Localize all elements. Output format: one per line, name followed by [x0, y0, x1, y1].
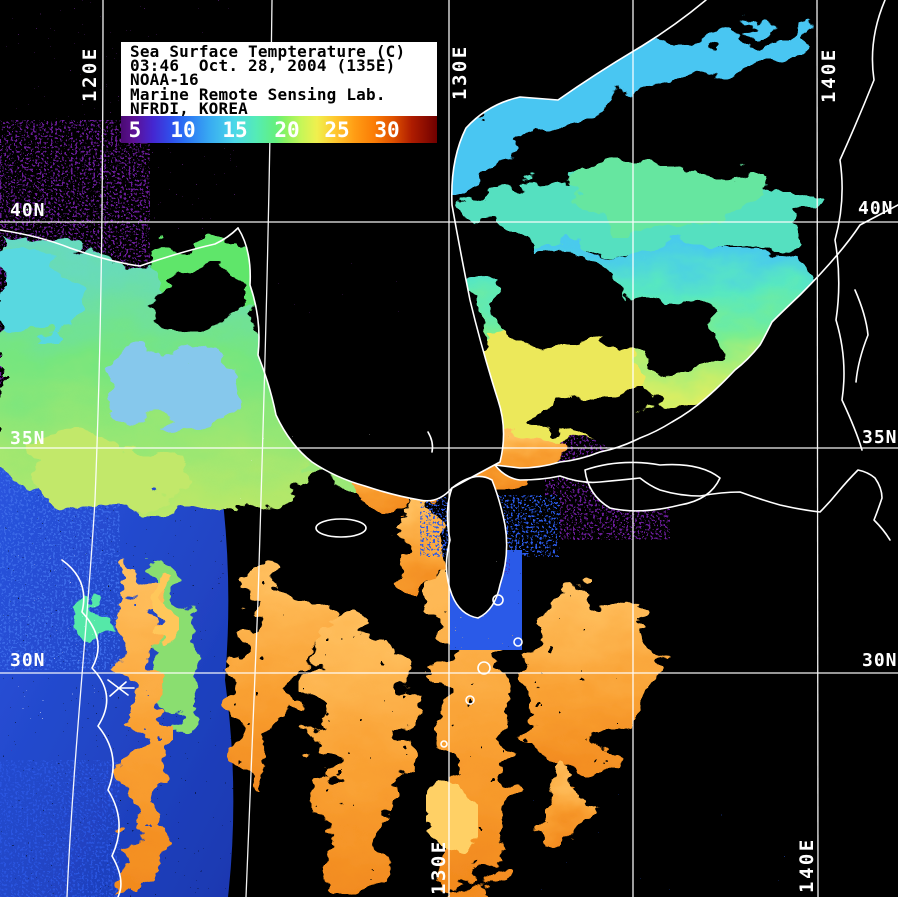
island-4: [465, 695, 475, 705]
colorbar-tick-30: 30: [374, 118, 400, 142]
colorbar-tick-20: 20: [274, 118, 300, 142]
label-130e-bottom: 130E: [428, 839, 450, 895]
legend-satellite: NOAA-16: [130, 70, 199, 90]
island-3: [477, 661, 491, 675]
legend-title: Sea Surface Tempterature (C): [130, 42, 406, 61]
legend-lab: Marine Remote Sensing Lab.: [130, 84, 386, 104]
coast-shikoku: [584, 461, 721, 512]
label-140e-bottom: 140E: [796, 837, 818, 893]
colorbar-tick-15: 15: [222, 118, 248, 142]
legend-org: NFRDI, KOREA: [130, 98, 248, 118]
coast-bohai: [0, 227, 239, 267]
label-35n-right: 35N: [862, 427, 898, 448]
label-30n-right: 30N: [862, 650, 898, 671]
label-35n-left: 35N: [10, 428, 46, 449]
coast-jeju: [315, 518, 367, 538]
label-130e-top: 130E: [449, 44, 471, 100]
colorbar-tick-5: 5: [128, 118, 142, 142]
coast-korea-east-russia: [450, 0, 707, 489]
temperature-colorbar: 5 10 15 20 25 30: [121, 116, 437, 143]
legend-datetime: 03:46 Oct. 28, 2004 (135E): [130, 56, 396, 76]
legend-box: Sea Surface Tempterature (C) 03:46 Oct. …: [121, 42, 437, 119]
sea-of-japan-field: [155, 13, 818, 448]
land-honshu: [495, 205, 898, 540]
coast-tohoku-pacific: [834, 0, 886, 451]
kuroshio-orange-field: [118, 432, 654, 897]
island-2: [513, 637, 523, 647]
coast-tohoku-bays: [854, 289, 869, 383]
meridian-125e: [245, 0, 273, 897]
island-x-shape: [107, 679, 135, 697]
label-40n-right: 40N: [858, 198, 894, 219]
coast-honshu-west: [494, 204, 898, 469]
meridian-120e: [66, 0, 104, 897]
purple-noise-nk: [270, 238, 440, 333]
label-120e-top: 120E: [79, 46, 101, 102]
label-140e-top: 140E: [818, 47, 840, 103]
colorbar-tick-10: 10: [170, 118, 196, 142]
coast-honshu-south: [494, 464, 891, 541]
label-40n-left: 40N: [10, 200, 46, 221]
island-speckles: [15, 430, 520, 722]
colorbar-tick-25: 25: [324, 118, 350, 142]
island-5: [440, 740, 448, 748]
label-30n-left: 30N: [10, 650, 46, 671]
